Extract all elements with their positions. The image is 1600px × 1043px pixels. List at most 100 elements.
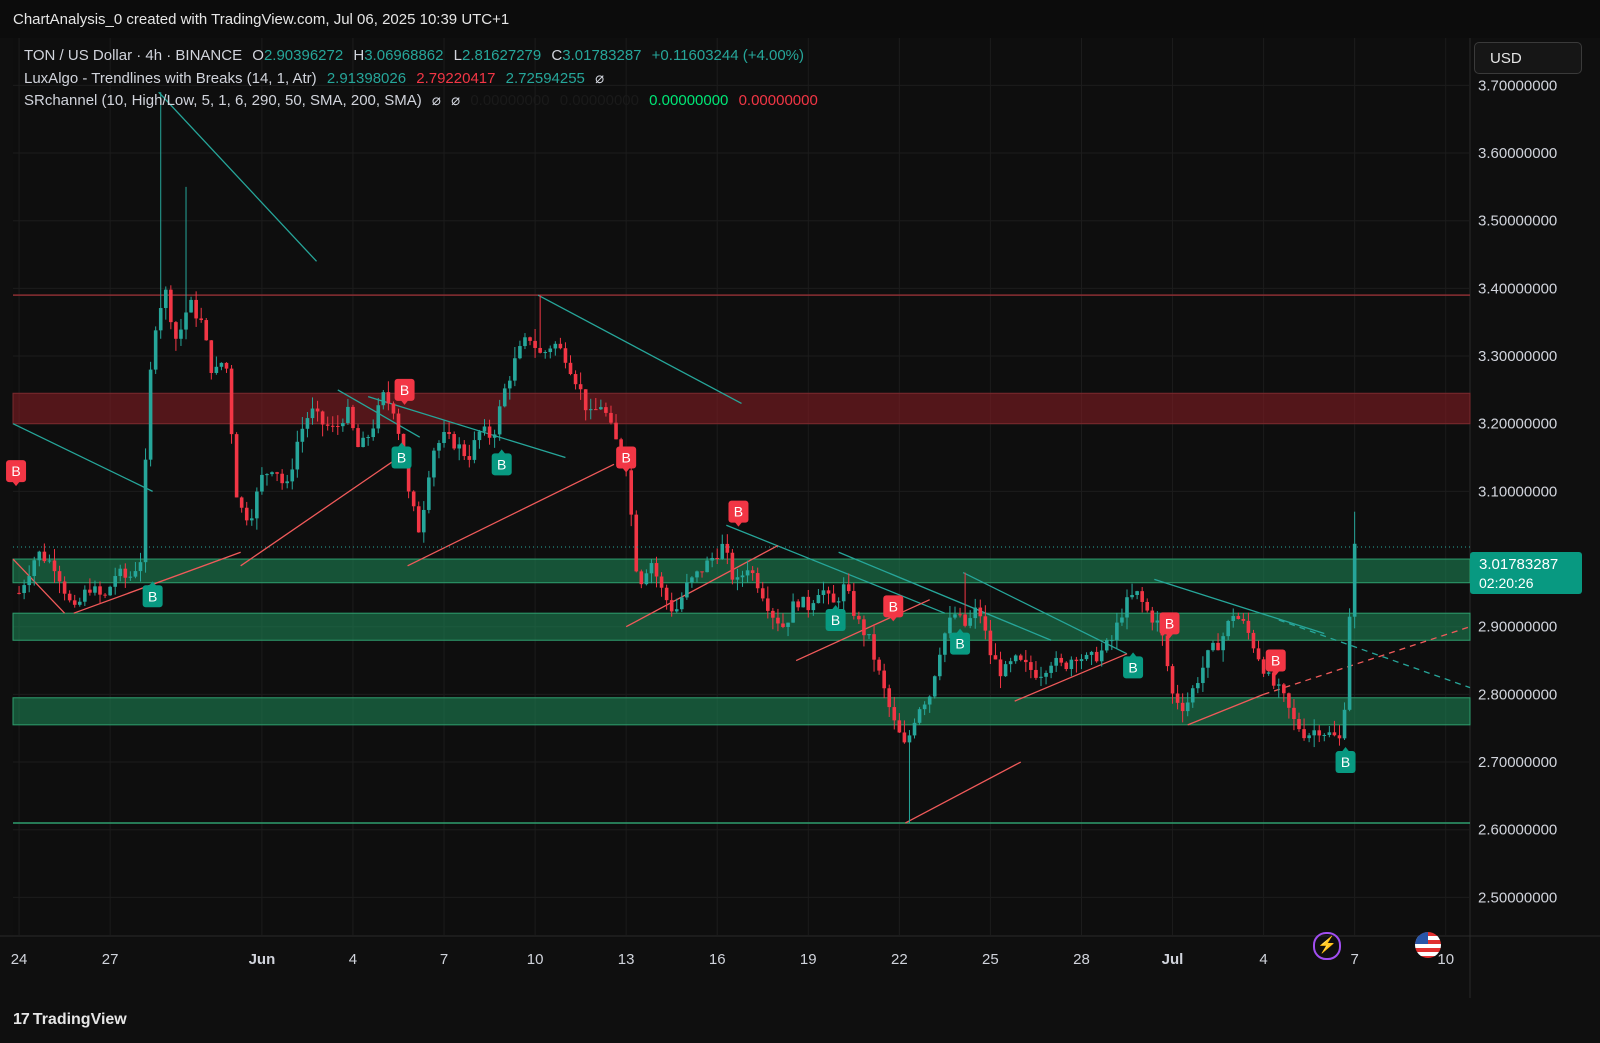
- signal-label: B: [831, 612, 840, 628]
- candle-body: [882, 670, 886, 689]
- candle-body: [361, 437, 365, 448]
- signal-pointer: [397, 442, 406, 448]
- symbol-label[interactable]: TON / US Dollar · 4h · BINANCE: [24, 47, 243, 64]
- candle-body: [912, 722, 917, 736]
- candle-body: [543, 352, 548, 354]
- candle-body: [1190, 688, 1195, 703]
- lightning-icon[interactable]: ⚡: [1313, 932, 1341, 960]
- candle-body: [568, 362, 573, 375]
- candle-body: [1039, 676, 1043, 678]
- hidden-eye-icon[interactable]: ⌀: [595, 70, 605, 87]
- plot-area: [13, 38, 1470, 938]
- signal-pointer: [1271, 670, 1280, 676]
- x-tick-label: 7: [1350, 951, 1358, 968]
- y-tick-label: 2.90000000: [1478, 619, 1557, 636]
- candle-body: [654, 563, 659, 577]
- candle-body: [224, 362, 229, 369]
- candle-body: [432, 450, 436, 478]
- candle-body: [745, 570, 750, 576]
- candle-body: [1241, 618, 1246, 621]
- snapshot-title: ChartAnalysis_0 created with TradingView…: [13, 11, 510, 28]
- signal-buy-badge: B: [391, 442, 412, 469]
- candle-body: [285, 481, 289, 484]
- signal-pointer: [956, 628, 965, 634]
- currency-selector[interactable]: USD: [1474, 42, 1582, 74]
- candle-body: [22, 585, 26, 594]
- candle-body: [806, 596, 811, 611]
- candle-body: [371, 428, 376, 438]
- candle-body: [1049, 665, 1053, 673]
- signal-label: B: [889, 598, 898, 614]
- candle-body: [209, 340, 214, 373]
- candle-body: [421, 509, 426, 533]
- signal-sell-badge: B: [883, 595, 904, 622]
- candle-body: [83, 589, 87, 602]
- candle-body: [1003, 664, 1008, 677]
- candle-body: [17, 592, 21, 594]
- candle-body: [472, 440, 477, 460]
- candle-body: [346, 406, 350, 424]
- candle-body: [437, 442, 441, 451]
- indicator-srchannel-name[interactable]: SRchannel (10, High/Low, 5, 1, 6, 290, 5…: [24, 92, 422, 109]
- candle-body: [265, 474, 269, 476]
- signal-label: B: [1271, 653, 1280, 669]
- candle-body: [907, 735, 912, 743]
- us-flag-icon[interactable]: [1415, 932, 1441, 958]
- candle-body: [138, 562, 143, 572]
- trendline-down: [726, 524, 946, 614]
- candle-body: [1236, 616, 1241, 619]
- trendline-up: [1187, 693, 1264, 726]
- hidden-eye-icon[interactable]: ⌀: [431, 92, 441, 109]
- srchannel-value-4: 0.00000000: [738, 92, 818, 109]
- candle-body: [902, 732, 907, 743]
- trendline-down: [12, 423, 153, 492]
- candle-body: [467, 456, 472, 460]
- candle-body: [766, 598, 770, 611]
- candle-body: [917, 709, 922, 723]
- signal-sell-badge: B: [1265, 649, 1286, 676]
- candle-body: [148, 369, 153, 460]
- signal-box: [394, 378, 415, 401]
- candle-body: [695, 571, 699, 578]
- candle-body: [1185, 702, 1190, 712]
- candle-body: [1352, 543, 1357, 617]
- legend-srchannel: SRchannel (10, High/Low, 5, 1, 6, 290, 5…: [24, 91, 824, 109]
- candle-body: [239, 497, 244, 508]
- candle-body: [310, 408, 315, 419]
- luxalgo-value-2: 2.79220417: [416, 70, 496, 87]
- indicator-luxalgo-name[interactable]: LuxAlgo - Trendlines with Breaks (14, 1,…: [24, 70, 317, 87]
- tradingview-branding[interactable]: 17 TradingView: [13, 1011, 127, 1029]
- trendline-down: [1154, 578, 1325, 635]
- candle-body: [280, 473, 284, 484]
- signal-label: B: [397, 450, 406, 466]
- candle-body: [953, 614, 957, 618]
- price-chart[interactable]: 3.70000000 3.60000000 3.50000000 3.40000000…: [0, 38, 1600, 998]
- signal-box: [142, 585, 163, 608]
- candle-body: [583, 389, 588, 411]
- candle-body: [553, 343, 558, 349]
- candle-body: [563, 348, 568, 363]
- x-tick-label: 13: [618, 951, 635, 968]
- candle-body: [351, 406, 355, 429]
- candle-body: [1084, 654, 1089, 660]
- y-tick-label: 2.50000000: [1478, 889, 1557, 906]
- candle-body: [487, 426, 492, 438]
- candle-body: [927, 696, 932, 705]
- legend-luxalgo: LuxAlgo - Trendlines with Breaks (14, 1,…: [24, 69, 610, 87]
- sr-zone: [12, 558, 1471, 584]
- candle-body: [518, 346, 522, 359]
- candle-body: [260, 474, 264, 492]
- candle-body: [983, 616, 988, 631]
- candle-body: [452, 434, 456, 449]
- signal-pointer: [148, 581, 157, 587]
- candle-body: [1074, 659, 1079, 662]
- signal-buy-badge: B: [1335, 747, 1356, 774]
- candle-body: [411, 491, 416, 507]
- hidden-eye-icon[interactable]: ⌀: [451, 92, 461, 109]
- signal-pointer: [734, 521, 743, 527]
- candle-body: [1256, 648, 1261, 660]
- signal-label: B: [621, 450, 630, 466]
- candle-body: [199, 318, 203, 321]
- candle-body: [163, 289, 168, 309]
- candle-body: [305, 418, 310, 429]
